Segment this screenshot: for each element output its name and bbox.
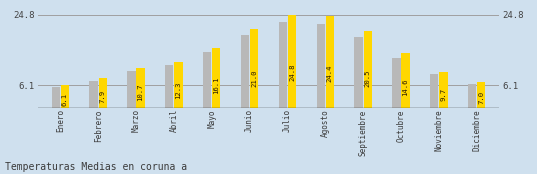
Bar [61,85,69,108]
Bar [354,37,363,108]
Bar [325,17,334,108]
Bar [174,62,183,108]
Bar [52,87,60,108]
Bar [468,84,476,108]
Text: 14.6: 14.6 [403,78,409,96]
Bar [212,48,220,108]
Bar [364,31,372,108]
Bar [317,24,325,108]
Bar [241,35,249,108]
Bar [279,22,287,108]
Bar [165,65,173,108]
Bar [98,78,107,108]
Bar [393,58,401,108]
Text: 7.9: 7.9 [100,90,106,103]
Bar [439,72,447,108]
Text: 24.4: 24.4 [327,64,333,82]
Text: 9.7: 9.7 [440,88,446,101]
Bar [401,53,410,108]
Text: Temperaturas Medias en coruna a: Temperaturas Medias en coruna a [5,162,187,172]
Bar [288,15,296,108]
Bar [203,52,212,108]
Text: 16.1: 16.1 [213,76,219,94]
Bar [127,71,136,108]
Text: 12.3: 12.3 [176,82,182,99]
Bar [430,74,439,108]
Text: 10.7: 10.7 [137,84,143,101]
Text: 24.8: 24.8 [289,64,295,81]
Bar [477,82,485,108]
Bar [136,68,144,108]
Text: 7.0: 7.0 [478,91,484,104]
Text: 6.1: 6.1 [62,93,68,106]
Bar [250,29,258,108]
Bar [90,81,98,108]
Text: 20.5: 20.5 [365,70,371,88]
Text: 21.0: 21.0 [251,69,257,87]
